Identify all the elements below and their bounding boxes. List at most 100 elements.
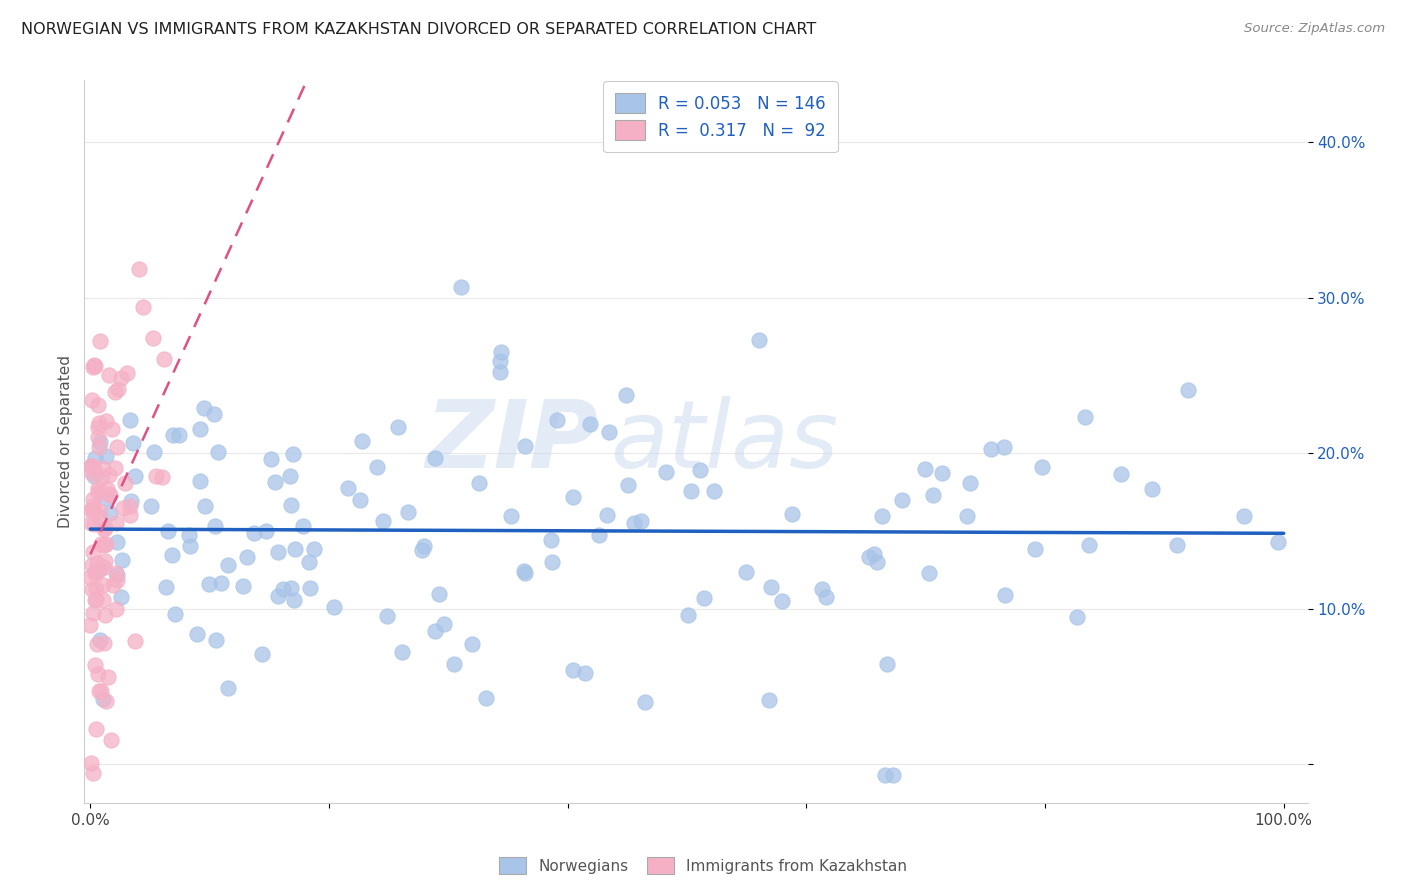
Point	[188, 422, 211, 436]
Point	[86, 565, 108, 579]
Point	[80, 466, 103, 480]
Point	[104, 460, 127, 475]
Point	[83, 566, 105, 581]
Point	[86, 666, 108, 681]
Point	[617, 478, 640, 492]
Point	[94, 521, 117, 535]
Point	[89, 434, 111, 449]
Point	[679, 483, 702, 498]
Point	[86, 420, 108, 434]
Point	[574, 666, 596, 681]
Point	[956, 509, 979, 524]
Y-axis label: Divorced or Separated: Divorced or Separated	[58, 355, 73, 528]
Point	[623, 516, 645, 530]
Text: NORWEGIAN VS IMMIGRANTS FROM KAZAKHSTAN DIVORCED OR SEPARATED CORRELATION CHART: NORWEGIAN VS IMMIGRANTS FROM KAZAKHSTAN …	[21, 22, 817, 37]
Point	[87, 504, 110, 518]
Point	[876, 657, 898, 672]
Point	[91, 469, 114, 483]
Point	[1066, 610, 1088, 624]
Point	[1074, 410, 1097, 425]
Point	[758, 692, 780, 706]
Point	[118, 499, 141, 513]
Point	[284, 542, 307, 557]
Point	[80, 393, 103, 408]
Text: ZIP: ZIP	[425, 395, 598, 488]
Point	[104, 566, 127, 580]
Point	[396, 505, 419, 519]
Point	[872, 509, 894, 524]
Point	[866, 555, 889, 569]
Point	[211, 575, 233, 590]
Point	[91, 593, 114, 607]
Point	[349, 492, 371, 507]
Point	[1166, 538, 1188, 552]
Point	[186, 626, 208, 640]
Point	[1024, 541, 1046, 556]
Point	[94, 694, 117, 708]
Point	[94, 414, 117, 428]
Point	[235, 549, 257, 564]
Point	[412, 539, 434, 553]
Point	[468, 475, 491, 490]
Point	[104, 516, 127, 530]
Point	[931, 466, 953, 480]
Point	[689, 463, 711, 477]
Point	[83, 516, 105, 531]
Point	[87, 684, 110, 698]
Point	[100, 732, 122, 747]
Point	[89, 562, 111, 576]
Point	[655, 466, 678, 480]
Point	[423, 450, 446, 465]
Point	[104, 602, 127, 616]
Point	[267, 589, 290, 603]
Point	[87, 481, 110, 495]
Point	[107, 383, 129, 397]
Point	[97, 670, 120, 684]
Point	[105, 534, 128, 549]
Point	[278, 469, 301, 483]
Point	[83, 358, 105, 372]
Point	[132, 300, 155, 314]
Point	[142, 331, 165, 345]
Point	[271, 582, 294, 597]
Point	[562, 663, 585, 677]
Point	[232, 579, 254, 593]
Point	[811, 582, 834, 597]
Point	[959, 476, 981, 491]
Point	[83, 592, 105, 607]
Point	[112, 500, 135, 515]
Text: atlas: atlas	[610, 396, 838, 487]
Point	[162, 548, 184, 562]
Point	[260, 451, 283, 466]
Point	[82, 765, 104, 780]
Point	[918, 566, 941, 581]
Point	[922, 488, 945, 502]
Point	[100, 422, 122, 436]
Point	[488, 365, 510, 379]
Legend: R = 0.053   N = 146, R =  0.317   N =  92: R = 0.053 N = 146, R = 0.317 N = 92	[603, 81, 838, 152]
Point	[96, 482, 118, 496]
Point	[292, 518, 315, 533]
Point	[80, 503, 103, 517]
Point	[540, 555, 562, 569]
Point	[96, 537, 118, 551]
Point	[100, 506, 122, 520]
Point	[139, 499, 162, 513]
Point	[433, 616, 456, 631]
Point	[499, 508, 522, 523]
Point	[165, 607, 187, 621]
Point	[630, 514, 652, 528]
Point	[1078, 538, 1101, 552]
Point	[150, 470, 173, 484]
Point	[540, 533, 562, 547]
Point	[336, 481, 359, 495]
Point	[120, 508, 142, 523]
Point	[86, 637, 108, 651]
Point	[299, 581, 322, 595]
Point	[87, 416, 110, 430]
Point	[94, 554, 117, 568]
Point	[91, 461, 114, 475]
Point	[93, 559, 115, 574]
Point	[89, 537, 111, 551]
Point	[84, 564, 107, 578]
